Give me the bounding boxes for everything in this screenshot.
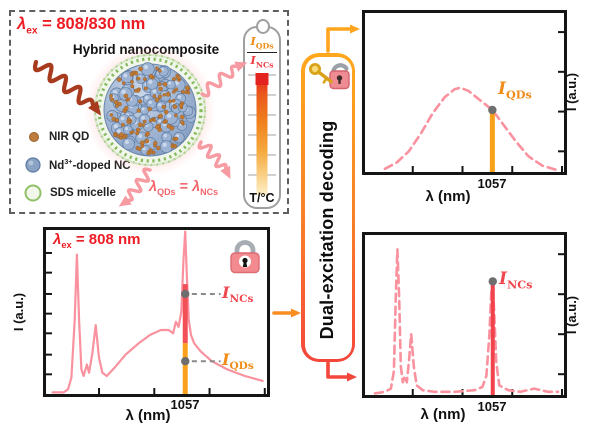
scheme-panel: λex = 808/830 nm Hybrid nanocomposite NI… xyxy=(9,10,289,214)
incs-marker-label: INCs xyxy=(499,269,533,292)
nc-swatch-icon xyxy=(25,157,41,173)
legend-item-nir-qd: NIR QD xyxy=(25,130,89,144)
nc-x-axis-label: λ (nm) xyxy=(420,406,466,423)
ratiometric-thermometer: IQDs INCs T/°C xyxy=(243,19,281,209)
incs-marker-label: INCs xyxy=(222,283,254,306)
legend-label: SDS micelle xyxy=(50,187,116,199)
nir-qd-swatch-icon xyxy=(29,132,39,142)
key-open-lock-icon xyxy=(309,62,350,90)
lambda-symbol: λ xyxy=(17,15,27,33)
qd-y-axis-label: I (a.u.) xyxy=(564,72,579,112)
nc-x-tick-1057: 1057 xyxy=(477,399,507,414)
legend-item-sds: SDS micelle xyxy=(22,184,116,202)
legend-item-nc: Nd3+-doped NC xyxy=(23,157,131,173)
panel-qd-spectrum: IQDs xyxy=(362,10,567,175)
scheme-title: Hybrid nanocomposite xyxy=(72,42,220,57)
iqds-marker-label: IQDs xyxy=(222,350,254,373)
intensity-ratio-label: IQDs INCs xyxy=(247,35,277,69)
qd-x-axis-label: λ (nm) xyxy=(425,188,471,205)
wavelength-equality-label: λQDs = λNCs xyxy=(149,179,219,197)
mixed-x-axis-label: λ (nm) xyxy=(125,407,171,424)
scheme-excitation-label: λex = 808/830 nm xyxy=(17,15,146,37)
thermometer-scale xyxy=(248,73,276,195)
nc-spectrum-chart xyxy=(373,248,564,395)
nc-y-axis-label: I (a.u.) xyxy=(564,295,579,335)
legend-label: Nd3+-doped NC xyxy=(49,158,131,172)
decoder-label: Dual-excitation decoding xyxy=(317,120,337,340)
mixed-y-axis-label: I (a.u.) xyxy=(11,292,26,332)
qd-spectrum-chart xyxy=(383,31,564,172)
temperature-axis-label: T/°C xyxy=(249,191,275,205)
decoder-pill xyxy=(301,53,355,362)
mixed-spectrum-chart xyxy=(46,230,266,394)
closed-lock-icon xyxy=(230,240,260,274)
mixed-excitation-label: λex = 808 nm xyxy=(53,231,141,250)
panel-nc-spectrum: INCs xyxy=(362,232,567,398)
thermometer-ring-icon xyxy=(256,19,270,34)
panel-mixed-spectrum: λex = 808 nm INCs IQDs xyxy=(43,227,270,397)
mixed-x-tick-1057: 1057 xyxy=(170,397,200,412)
legend-label: NIR QD xyxy=(49,131,90,143)
iqds-marker-label: IQDs xyxy=(498,79,532,102)
sds-swatch-icon xyxy=(24,184,42,202)
qd-x-tick-1057: 1057 xyxy=(477,176,507,191)
